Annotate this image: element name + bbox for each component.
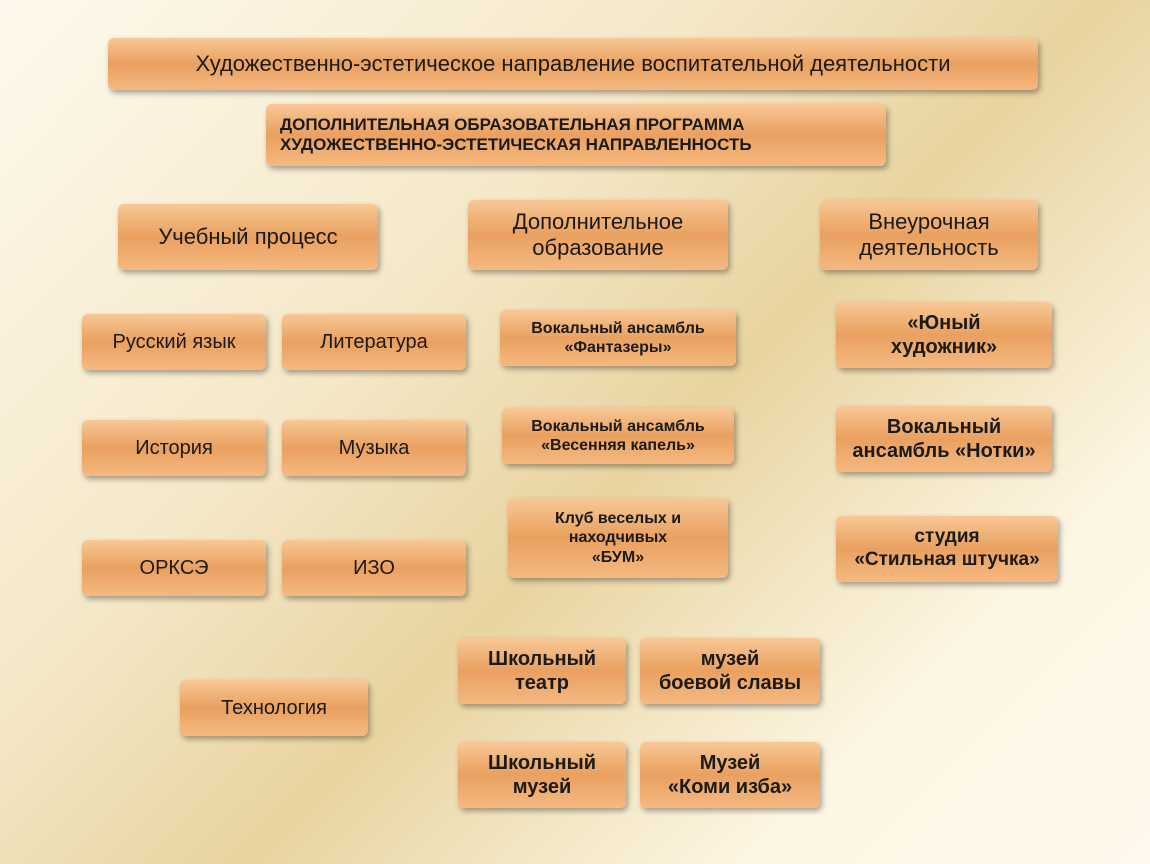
col1-box-label-1: Литература [320, 330, 428, 354]
col2-box-label-2: Клуб веселых инаходчивых«БУМ» [555, 509, 681, 567]
col1-box-label-2: История [135, 436, 213, 460]
col2-box-5: Школьныймузей [458, 742, 626, 808]
col2-box-1: Вокальный ансамбль«Весенняя капель» [502, 408, 734, 464]
col1-box-3: Музыка [282, 420, 466, 476]
col1-box-label-3: Музыка [339, 436, 410, 460]
col2-box-0: Вокальный ансамбль«Фантазеры» [500, 310, 736, 366]
col2-box-3: Школьныйтеатр [458, 638, 626, 704]
category-box-1: Дополнительноеобразование [468, 200, 728, 270]
category-box-label-1: Дополнительноеобразование [513, 209, 684, 262]
col2-box-label-5: Школьныймузей [488, 751, 596, 799]
col1-box-4: ОРКСЭ [82, 540, 266, 596]
col1-box-0: Русский язык [82, 314, 266, 370]
col2-box-label-6: Музей«Коми изба» [668, 751, 792, 799]
col1-box-1: Литература [282, 314, 466, 370]
col3-box-0: «Юныйхудожник» [836, 302, 1052, 368]
subtitle-bar: ДОПОЛНИТЕЛЬНАЯ ОБРАЗОВАТЕЛЬНАЯ ПРОГРАММА… [266, 104, 886, 166]
col3-box-label-0: «Юныйхудожник» [891, 311, 997, 359]
col2-box-label-1: Вокальный ансамбль«Весенняя капель» [531, 417, 705, 455]
col1-box-label-6: Технология [221, 696, 327, 720]
col2-box-label-3: Школьныйтеатр [488, 647, 596, 695]
title-bar: Художественно-эстетическое направление в… [108, 38, 1038, 90]
col3-box-label-1: Вокальныйансамбль «Нотки» [852, 415, 1035, 463]
col3-box-2: студия«Стильная штучка» [836, 516, 1058, 582]
col3-box-1: Вокальныйансамбль «Нотки» [836, 406, 1052, 472]
col1-box-5: ИЗО [282, 540, 466, 596]
col1-box-label-4: ОРКСЭ [140, 556, 209, 580]
col1-box-2: История [82, 420, 266, 476]
col2-box-6: Музей«Коми изба» [640, 742, 820, 808]
title-text: Художественно-эстетическое направление в… [196, 51, 951, 77]
subtitle-line1: ДОПОЛНИТЕЛЬНАЯ ОБРАЗОВАТЕЛЬНАЯ ПРОГРАММА [280, 115, 872, 135]
col2-box-label-4: музейбоевой славы [659, 647, 801, 695]
category-box-2: Внеурочнаядеятельность [820, 200, 1038, 270]
subtitle-content: ДОПОЛНИТЕЛЬНАЯ ОБРАЗОВАТЕЛЬНАЯ ПРОГРАММА… [280, 115, 872, 156]
subtitle-line2: ХУДОЖЕСТВЕННО-ЭСТЕТИЧЕСКАЯ НАПРАВЛЕННОСТ… [280, 135, 872, 155]
col1-box-label-0: Русский язык [113, 330, 236, 354]
col1-box-6: Технология [180, 680, 368, 736]
col2-box-4: музейбоевой славы [640, 638, 820, 704]
col1-box-label-5: ИЗО [353, 556, 395, 580]
col2-box-label-0: Вокальный ансамбль«Фантазеры» [531, 319, 705, 357]
category-box-0: Учебный процесс [118, 204, 378, 270]
col2-box-2: Клуб веселых инаходчивых«БУМ» [508, 498, 728, 578]
category-box-label-0: Учебный процесс [158, 224, 337, 250]
category-box-label-2: Внеурочнаядеятельность [859, 209, 999, 262]
col3-box-label-2: студия«Стильная штучка» [854, 526, 1039, 572]
